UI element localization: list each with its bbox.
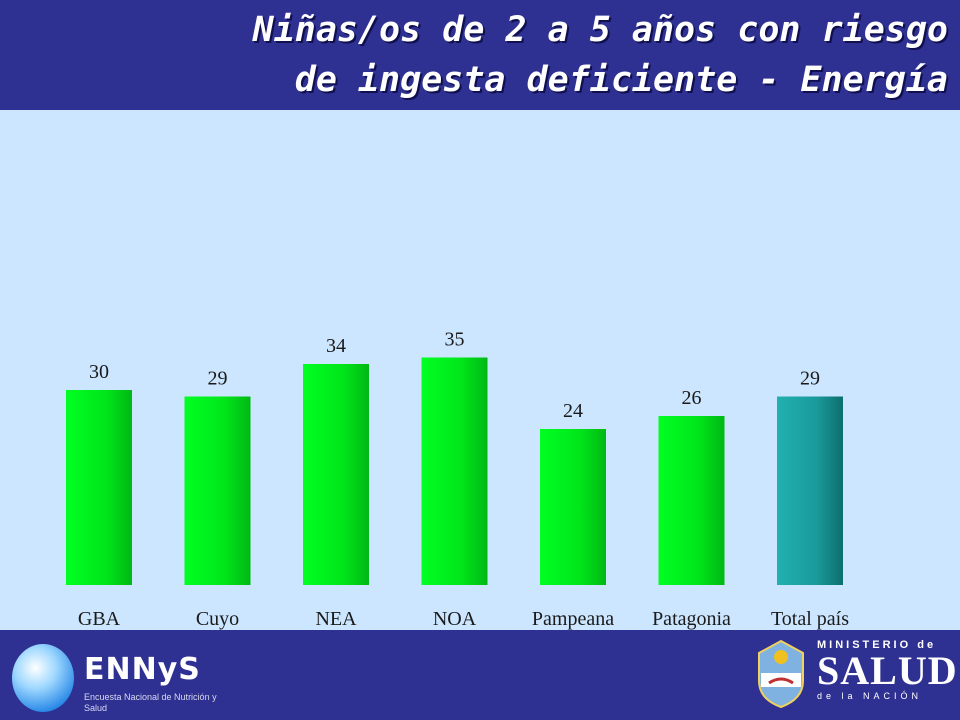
data-label: 35	[445, 329, 465, 351]
coat-of-arms-icon	[758, 639, 804, 709]
data-label: 34	[326, 335, 346, 357]
ennys-globe-icon	[12, 644, 74, 712]
data-label: 26	[682, 387, 702, 409]
ministry-logo: MINISTERIO de SALUD de la NACIÓN	[755, 635, 957, 717]
category-label: Cuyo	[196, 608, 239, 630]
header-band: Niñas/os de 2 a 5 años con riesgo de ing…	[0, 0, 960, 110]
bar-nea	[303, 364, 369, 585]
bar-patagonia	[658, 416, 725, 585]
category-label: Pampeana	[532, 608, 614, 630]
category-label: Total país	[771, 608, 849, 630]
category-label: GBA	[78, 608, 121, 630]
category-label: NEA	[315, 608, 357, 630]
bar-noa	[421, 357, 488, 585]
ennys-logo-subtitle: Encuesta Nacional de Nutrición y Salud	[84, 692, 217, 713]
bar-gba	[66, 390, 132, 585]
ministry-logo-bottom: de la NACIÓN	[817, 691, 923, 701]
data-labels-group: 30 29 34 35 24 26 29	[89, 329, 820, 423]
category-label: NOA	[433, 608, 477, 630]
ministry-logo-main: SALUD	[817, 648, 958, 693]
ministry-logo-top: MINISTERIO de	[817, 639, 937, 651]
bars-group	[66, 357, 843, 585]
chart-area: 30 29 34 35 24 26 29 GBA Cuyo NEA NOA Pampeana Pata…	[0, 110, 960, 630]
slide-title-line-1: Niñas/os de 2 a 5 años con riesgo	[252, 10, 948, 50]
slide-title-line-2: de ingesta deficiente - Energía	[294, 60, 948, 100]
data-label: 24	[563, 400, 583, 422]
data-label: 29	[800, 368, 820, 390]
footer-band: ENNyS Encuesta Nacional de Nutrición y S…	[0, 630, 960, 720]
bar-cuyo	[184, 396, 251, 585]
ennys-logo: ENNyS Encuesta Nacional de Nutrición y S…	[12, 640, 222, 715]
category-labels-group: GBA Cuyo NEA NOA Pampeana Patagonia Total país	[78, 608, 849, 630]
data-label: 29	[208, 368, 228, 390]
ennys-logo-name: ENNyS	[84, 652, 201, 687]
bar-pampeana	[540, 429, 606, 585]
bar-chart: 30 29 34 35 24 26 29 GBA Cuyo NEA NOA Pampeana Pata…	[66, 329, 849, 630]
bar-total-pa-s	[777, 396, 843, 585]
category-label: Patagonia	[652, 608, 731, 630]
data-label: 30	[89, 361, 109, 383]
